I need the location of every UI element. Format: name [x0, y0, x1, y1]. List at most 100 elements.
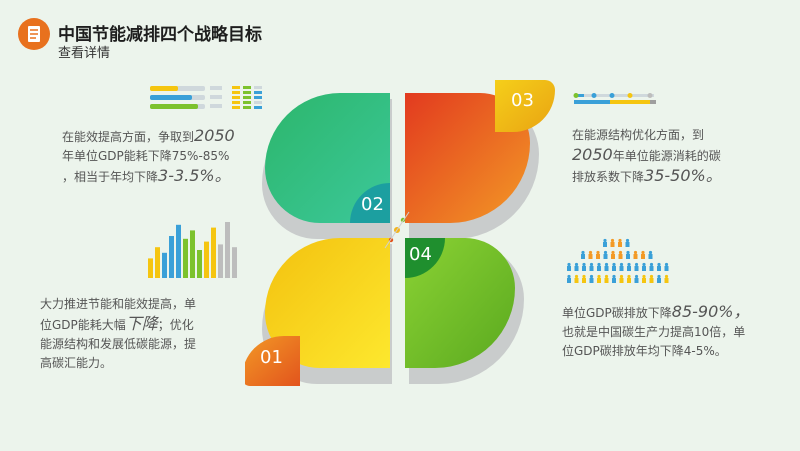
- person-body: [597, 266, 601, 271]
- bar-decoration: [197, 250, 202, 278]
- person-body: [597, 278, 601, 283]
- person-body: [611, 254, 615, 259]
- petal-number-03: 03: [511, 90, 534, 111]
- people-decoration: [565, 238, 677, 284]
- person-body: [634, 254, 638, 259]
- person-head: [575, 275, 578, 278]
- person-head: [620, 275, 623, 278]
- person-head: [627, 263, 630, 266]
- person-head: [596, 251, 599, 254]
- person-body: [650, 266, 654, 271]
- text-top-right: 在能源结构优化方面，到 2050年单位能源消耗的碳 排放系数下降35-50%。: [572, 126, 772, 187]
- person-head: [649, 251, 652, 254]
- person-head: [605, 275, 608, 278]
- person-body: [582, 278, 586, 283]
- person-body: [605, 278, 609, 283]
- person-head: [582, 263, 585, 266]
- person-head: [642, 263, 645, 266]
- person-body: [626, 254, 630, 259]
- person-body: [627, 266, 631, 271]
- text-bottom-left: 大力推进节能和能效提高，单 位GDP能耗大幅下降；优化 能源结构和发展低碳能源，…: [40, 295, 240, 373]
- person-head: [627, 275, 630, 278]
- person-head: [603, 239, 606, 242]
- person-body: [581, 254, 585, 259]
- person-body: [590, 266, 594, 271]
- bar-decoration: [176, 225, 181, 278]
- document-icon: [18, 18, 50, 50]
- bar-decoration: [183, 239, 188, 278]
- person-head: [597, 275, 600, 278]
- person-head: [619, 251, 622, 254]
- person-head: [635, 275, 638, 278]
- person-body: [618, 242, 622, 247]
- person-body: [604, 254, 608, 259]
- bar-chart-decoration: [148, 222, 243, 280]
- person-body: [657, 266, 661, 271]
- bar-decoration: [225, 222, 230, 278]
- person-head: [665, 275, 668, 278]
- view-details-link[interactable]: 查看详情: [58, 42, 110, 61]
- person-body: [649, 254, 653, 259]
- timeline-decoration: [572, 92, 658, 106]
- person-head: [642, 275, 645, 278]
- bar-decoration: [204, 242, 209, 278]
- person-head: [611, 251, 614, 254]
- person-body: [657, 278, 661, 283]
- person-head: [620, 263, 623, 266]
- person-head: [618, 239, 621, 242]
- person-body: [620, 266, 624, 271]
- person-body: [641, 254, 645, 259]
- person-body: [596, 254, 600, 259]
- person-body: [619, 254, 623, 259]
- person-head: [650, 275, 653, 278]
- person-body: [650, 278, 654, 283]
- person-head: [597, 263, 600, 266]
- person-body: [665, 266, 669, 271]
- person-body: [642, 266, 646, 271]
- person-head: [626, 251, 629, 254]
- person-head: [590, 275, 593, 278]
- person-body: [605, 266, 609, 271]
- text-top-left: 在能效提高方面，争取到2050 年单位GDP能耗下降75%-85% ，相当于年均…: [62, 126, 262, 187]
- person-body: [589, 254, 593, 259]
- person-body: [575, 266, 579, 271]
- person-body: [635, 266, 639, 271]
- person-head: [590, 263, 593, 266]
- bar-decoration: [155, 247, 160, 278]
- person-head: [657, 263, 660, 266]
- person-head: [581, 251, 584, 254]
- person-head: [641, 251, 644, 254]
- person-body: [626, 242, 630, 247]
- petal-number-01: 01: [260, 347, 283, 368]
- person-body: [635, 278, 639, 283]
- person-body: [603, 242, 607, 247]
- text-bottom-right: 单位GDP碳排放下降85-90%， 也就是中国碳生产力提高10倍，单 位GDP碳…: [562, 302, 772, 361]
- person-body: [582, 266, 586, 271]
- person-body: [620, 278, 624, 283]
- person-head: [575, 263, 578, 266]
- petal-diagram: [245, 78, 575, 388]
- bar-decoration: [218, 244, 223, 278]
- person-body: [611, 242, 615, 247]
- person-head: [582, 275, 585, 278]
- person-body: [627, 278, 631, 283]
- person-body: [590, 278, 594, 283]
- person-head: [612, 263, 615, 266]
- bar-decoration: [162, 253, 167, 278]
- bar-decoration: [169, 236, 174, 278]
- bar-decoration: [232, 247, 237, 278]
- person-head: [635, 263, 638, 266]
- person-body: [642, 278, 646, 283]
- bar-decoration: [211, 228, 216, 278]
- person-head: [657, 275, 660, 278]
- person-head: [604, 251, 607, 254]
- person-head: [634, 251, 637, 254]
- person-head: [605, 263, 608, 266]
- person-body: [575, 278, 579, 283]
- person-head: [626, 239, 629, 242]
- bar-decoration: [190, 230, 195, 278]
- person-head: [665, 263, 668, 266]
- petal-number-04: 04: [409, 244, 432, 265]
- person-body: [612, 266, 616, 271]
- bar-decoration: [148, 258, 153, 278]
